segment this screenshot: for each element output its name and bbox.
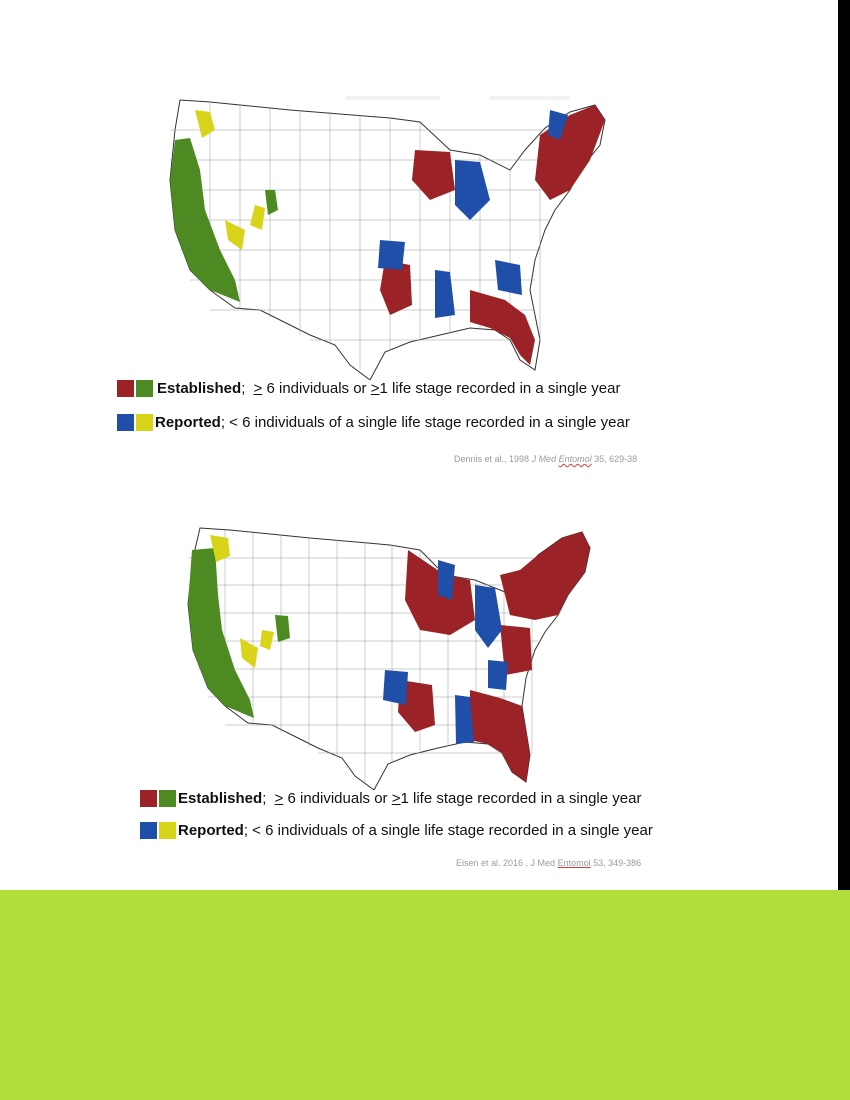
yellow-swatch	[136, 414, 153, 431]
established-west-region	[170, 138, 240, 302]
gte-symbol: >	[253, 380, 263, 397]
established-northeast-region	[500, 532, 590, 620]
citation-2016: Eisen et al. 2016 , J Med Entomol 53, 34…	[456, 858, 641, 868]
citation-journal-a: J Med	[531, 454, 559, 464]
yellow-swatch	[159, 822, 176, 839]
reported-south-region	[455, 695, 474, 744]
established-southeast-region	[470, 290, 535, 365]
reported-midwest-region	[455, 160, 490, 220]
citation-journal-b: Entomol	[557, 858, 591, 868]
blue-swatch	[140, 822, 157, 839]
reported-great-lakes-region	[438, 560, 455, 600]
faint-artifact	[490, 96, 570, 100]
citation-post: 35, 629-38	[591, 454, 638, 464]
established-sep: ;	[262, 790, 271, 807]
red-swatch	[117, 380, 134, 397]
reported-southeast-region	[495, 260, 522, 295]
established-label: Established	[157, 380, 242, 397]
citation-1998: Dennis et al., 1998 J Med Entomol 35, 62…	[454, 454, 637, 464]
blue-swatch	[117, 414, 134, 431]
reported-northeast-region	[548, 110, 568, 140]
us-county-map-1998	[169, 99, 606, 380]
reported-text: ; < 6 individuals of a single life stage…	[243, 822, 653, 839]
established-south-region	[398, 680, 435, 732]
established-south-region	[380, 260, 412, 315]
footer-green-band	[0, 890, 850, 1100]
established-text-b: 1 life stage recorded in a single year	[379, 380, 621, 397]
reported-west-region	[240, 638, 258, 668]
citation-pre: Eisen et al. 2016 , J Med	[456, 858, 558, 868]
legend-established: Established ; > 6 individuals or > 1 lif…	[117, 380, 620, 397]
county-grid	[188, 530, 585, 782]
established-west-region	[188, 548, 254, 718]
established-label: Established	[178, 790, 263, 807]
reported-label: Reported	[155, 414, 221, 431]
reported-midwest-region	[475, 585, 502, 648]
right-edge-rule	[838, 0, 850, 1100]
established-southeast-region	[470, 690, 530, 782]
reported-south-region	[435, 270, 455, 318]
reported-label: Reported	[178, 822, 244, 839]
map-figure-1998: Established ; > 6 individuals or > 1 lif…	[0, 40, 850, 480]
legend-established: Established ; > 6 individuals or > 1 lif…	[140, 790, 641, 807]
reported-west-region	[250, 205, 265, 230]
legend-reported: Reported ; < 6 individuals of a single l…	[117, 414, 630, 431]
reported-plains-region	[378, 240, 405, 270]
faint-artifact	[345, 96, 440, 100]
gte-symbol: >	[391, 790, 401, 807]
citation-journal-b: Entomol	[558, 454, 592, 464]
reported-west-region	[260, 630, 274, 650]
established-text-b: 1 life stage recorded in a single year	[400, 790, 642, 807]
red-swatch	[140, 790, 157, 807]
established-sep: ;	[241, 380, 250, 397]
gte-symbol: >	[370, 380, 380, 397]
reported-west-region	[195, 110, 215, 138]
gte-symbol: >	[274, 790, 284, 807]
established-mid-atlantic-region	[500, 625, 532, 675]
citation-pre: Dennis et al., 1998	[454, 454, 532, 464]
reported-appalachia-region	[488, 660, 508, 690]
established-text-a: 6 individuals or	[262, 380, 371, 397]
green-swatch	[159, 790, 176, 807]
reported-west-region	[225, 220, 245, 250]
established-upper-midwest-region	[412, 150, 455, 200]
reported-west-region	[210, 535, 230, 562]
us-county-map-2016	[187, 527, 591, 790]
citation-post: 53, 349-386	[590, 858, 642, 868]
established-west-region	[265, 190, 278, 215]
green-swatch	[136, 380, 153, 397]
reported-text: ; < 6 individuals of a single life stage…	[220, 414, 630, 431]
established-text-a: 6 individuals or	[283, 790, 392, 807]
reported-plains-region	[383, 670, 408, 705]
map-figure-2016: Established ; > 6 individuals or > 1 lif…	[0, 500, 850, 880]
established-west-region	[275, 615, 290, 642]
legend-reported: Reported ; < 6 individuals of a single l…	[140, 822, 653, 839]
